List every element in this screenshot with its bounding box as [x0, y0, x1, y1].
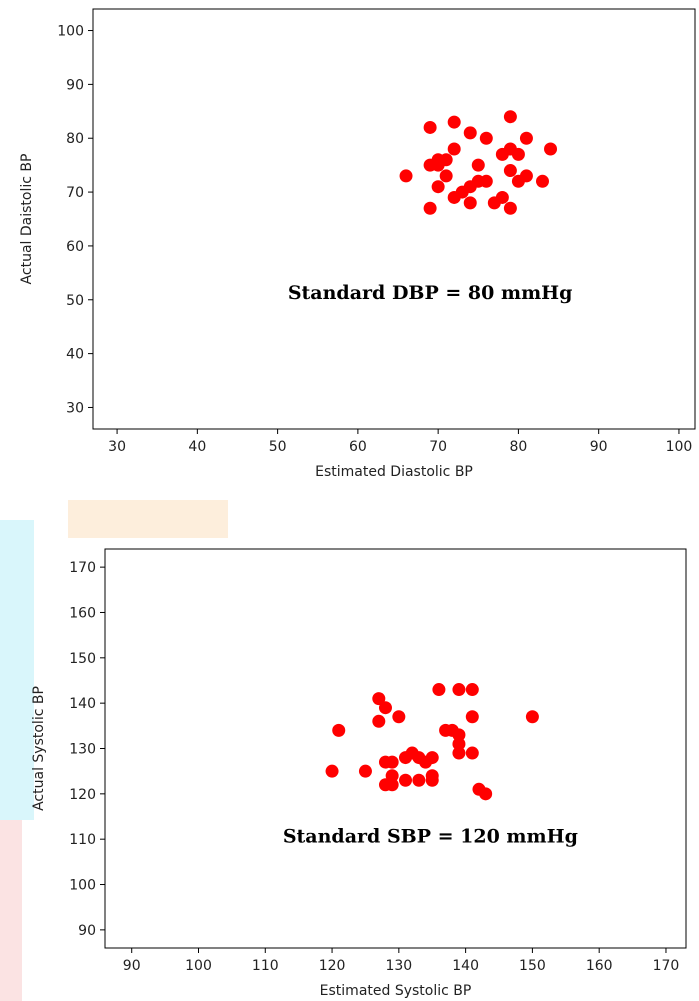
scatter-point [544, 142, 558, 156]
scatter-point [447, 142, 461, 156]
scatter-point [452, 683, 466, 697]
scatter-point [325, 764, 339, 778]
x-tick-label: 40 [188, 439, 206, 455]
scatter-point [432, 683, 446, 697]
scatter-point [519, 169, 533, 183]
y-tick-label: 120 [69, 787, 96, 803]
x-tick-label: 170 [653, 958, 680, 974]
scatter-point [423, 120, 437, 134]
scatter-point [503, 164, 517, 178]
scatter-point [465, 746, 479, 760]
scatter-point [465, 710, 479, 724]
scatter-point [525, 710, 539, 724]
scatter-point [479, 131, 493, 145]
scatter-point [372, 692, 386, 706]
scatter-point [392, 710, 406, 724]
plot-frame [92, 8, 696, 430]
x-tick-label: 90 [590, 439, 608, 455]
y-tick-label: 70 [66, 185, 84, 201]
x-tick-label: 120 [319, 958, 346, 974]
scatter-point [431, 180, 445, 194]
scatter-point [439, 153, 453, 167]
scatter-point [511, 147, 525, 161]
systolic-bp-scatter-chart: 90 100 110 120 130 140 150 160 170 90 100 110 120 130… [31, 548, 687, 999]
y-tick-label: 90 [78, 923, 96, 939]
x-tick-label: 30 [108, 439, 126, 455]
y-tick-label: 130 [69, 742, 96, 758]
scatter-point [452, 746, 466, 760]
x-axis-title: Estimated Systolic BP [320, 983, 472, 999]
scatter-point [452, 728, 466, 742]
y-tick-label: 40 [66, 347, 84, 363]
x-tick-label: 110 [252, 958, 279, 974]
x-tick-label: 160 [586, 958, 613, 974]
y-tick-label: 110 [69, 832, 96, 848]
scatter-point [519, 131, 533, 145]
scatter-point [372, 714, 386, 728]
y-tick-label: 60 [66, 239, 84, 255]
y-tick-label: 50 [66, 293, 84, 309]
x-tick-label: 130 [385, 958, 412, 974]
y-tick-label: 160 [69, 605, 96, 621]
y-tick-label: 100 [57, 24, 84, 40]
scatter-point [503, 201, 517, 215]
scatter-point [425, 751, 439, 765]
standard-bp-annotation: Standard DBP = 80 mmHg [288, 282, 573, 304]
scatter-point [447, 115, 461, 129]
scatter-point [378, 701, 392, 715]
scatter-point [465, 683, 479, 697]
y-tick-label: 100 [69, 878, 96, 894]
scatter-point [332, 723, 346, 737]
y-tick-label: 150 [69, 651, 96, 667]
scatter-point [471, 158, 485, 172]
scatter-point [479, 787, 493, 801]
scatter-point [463, 196, 477, 210]
scatter-point [535, 174, 549, 188]
scatter-point [503, 110, 517, 124]
plot-frame [104, 548, 687, 949]
scatter-point [399, 169, 413, 183]
x-tick-label: 70 [429, 439, 447, 455]
x-tick-label: 150 [519, 958, 546, 974]
y-axis-title: Actual Daistolic BP [19, 154, 35, 285]
scatter-point [463, 126, 477, 140]
scatter-point [479, 174, 493, 188]
x-tick-label: 90 [123, 958, 141, 974]
standard-bp-annotation: Standard SBP = 120 mmHg [283, 825, 578, 847]
scatter-point [495, 190, 509, 204]
x-tick-label: 80 [509, 439, 527, 455]
x-tick-label: 50 [269, 439, 287, 455]
y-axis-title: Actual Systolic BP [31, 686, 47, 811]
scatter-point [385, 769, 399, 783]
scatter-point [425, 769, 439, 783]
x-tick-label: 60 [349, 439, 367, 455]
x-tick-label: 140 [452, 958, 479, 974]
background-decoration [68, 500, 228, 538]
x-axis-title: Estimated Diastolic BP [315, 464, 473, 480]
scatter-point [399, 773, 413, 787]
x-tick-label: 100 [666, 439, 693, 455]
scatter-point [385, 755, 399, 769]
y-tick-label: 170 [69, 560, 96, 576]
y-tick-label: 80 [66, 131, 84, 147]
y-tick-label: 140 [69, 696, 96, 712]
scatter-point [452, 737, 466, 751]
scatter-point [385, 778, 399, 792]
scatter-point [439, 169, 453, 183]
y-tick-label: 30 [66, 400, 84, 416]
scatter-point [412, 773, 426, 787]
scatter-point [358, 764, 372, 778]
x-tick-label: 100 [185, 958, 212, 974]
y-tick-label: 90 [66, 77, 84, 93]
diastolic-bp-scatter-chart: 30 40 50 60 70 80 90 100 30 40 50 60 70 80 90 100 Estima… [19, 8, 696, 480]
scatter-point [423, 201, 437, 215]
